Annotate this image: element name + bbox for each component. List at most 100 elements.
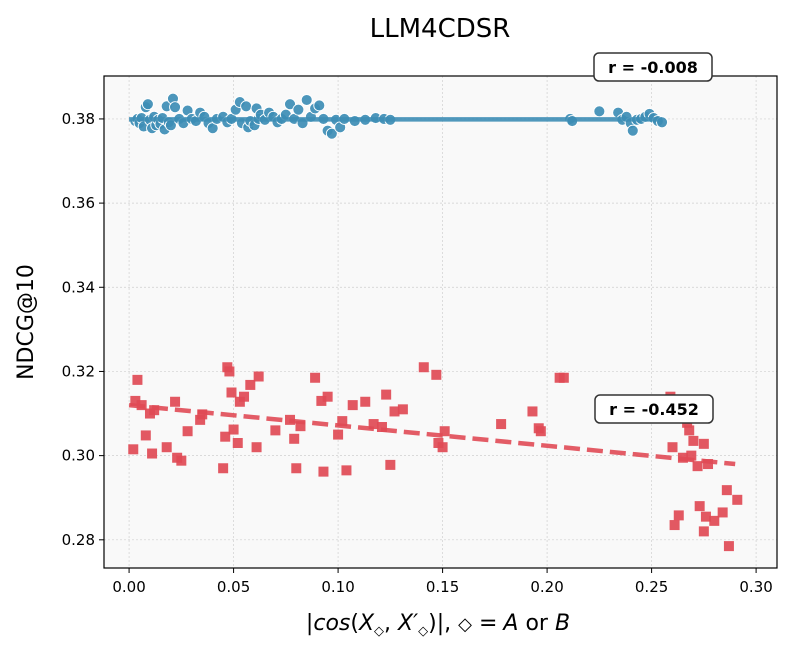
x-label-sub1: ◇ xyxy=(374,624,384,639)
x-label-eq: = xyxy=(472,611,497,636)
data-point-red xyxy=(182,426,193,437)
chart-title: LLM4CDSR xyxy=(370,14,511,44)
data-point-red xyxy=(527,406,538,417)
data-point-red xyxy=(376,422,387,433)
data-point-red xyxy=(316,395,327,406)
correlation-label-blue: r = -0.008 xyxy=(608,58,698,77)
data-point-blue xyxy=(313,99,326,112)
y-tick-label: 0.36 xyxy=(62,194,95,212)
x-label-func: cos xyxy=(313,611,350,636)
data-point-red xyxy=(673,510,684,521)
data-point-blue xyxy=(284,98,296,111)
data-point-blue xyxy=(593,105,606,118)
data-point-red xyxy=(228,424,239,435)
data-point-red xyxy=(686,450,697,461)
data-point-red xyxy=(333,429,344,440)
correlation-box-blue: r = -0.008 xyxy=(593,52,713,82)
y-tick-label: 0.34 xyxy=(62,278,95,296)
data-point-red xyxy=(381,389,392,400)
x-label-sub2: ◇ xyxy=(418,624,428,639)
data-point-red xyxy=(322,391,333,402)
series-layer xyxy=(128,92,743,552)
data-point-red xyxy=(535,426,546,437)
data-point-red xyxy=(698,438,709,449)
data-point-red xyxy=(496,419,507,430)
data-point-red xyxy=(360,396,371,407)
data-point-red xyxy=(431,369,442,380)
data-point-red xyxy=(337,416,348,427)
data-point-red xyxy=(397,404,408,415)
data-point-red xyxy=(176,455,187,466)
data-point-blue xyxy=(240,100,253,113)
data-point-red xyxy=(688,435,699,446)
y-tick-label: 0.32 xyxy=(62,362,95,380)
data-point-red xyxy=(368,419,379,430)
x-label-prefix: | xyxy=(306,611,313,636)
x-label-a: A xyxy=(501,611,518,636)
data-point-red xyxy=(128,444,139,455)
data-point-blue xyxy=(325,127,338,140)
data-point-red xyxy=(149,405,160,416)
x-label-diamond: ◇ xyxy=(458,614,472,635)
annotations: r = -0.008 r = -0.452 xyxy=(593,52,714,424)
x-label-comma: , xyxy=(384,611,398,636)
data-point-blue xyxy=(141,98,154,111)
data-point-red xyxy=(347,400,358,411)
x-label-b: B xyxy=(555,611,570,636)
data-point-red xyxy=(218,463,229,474)
data-point-red xyxy=(723,541,734,552)
data-point-red xyxy=(437,442,448,453)
data-point-red xyxy=(195,414,206,425)
x-label-close: )|, xyxy=(428,611,451,636)
y-tick-label: 0.28 xyxy=(62,531,95,549)
data-point-red xyxy=(669,520,680,531)
data-point-red xyxy=(232,438,243,449)
data-point-red xyxy=(253,371,264,382)
plot-frame xyxy=(103,75,778,569)
data-point-red xyxy=(161,442,172,453)
series-blue xyxy=(129,92,668,140)
data-point-red xyxy=(239,391,250,402)
x-tick-label: 0.00 xyxy=(112,578,145,596)
x-tick-label: 0.30 xyxy=(739,578,772,596)
series-red xyxy=(128,362,743,552)
x-tick-label: 0.15 xyxy=(426,578,459,596)
y-tick-label: 0.30 xyxy=(62,447,95,465)
x-tick-label: 0.10 xyxy=(321,578,354,596)
data-point-red xyxy=(224,366,235,377)
data-point-red xyxy=(251,442,262,453)
data-point-red xyxy=(667,442,678,453)
data-point-red xyxy=(295,421,306,432)
data-point-red xyxy=(558,372,569,383)
data-point-red xyxy=(721,485,732,496)
correlation-box-red: r = -0.452 xyxy=(594,394,714,424)
data-point-red xyxy=(245,379,256,390)
data-point-red xyxy=(147,448,158,459)
data-point-red xyxy=(341,465,352,476)
data-point-red xyxy=(389,406,400,417)
data-point-red xyxy=(418,362,429,373)
x-tick-label: 0.20 xyxy=(530,578,563,596)
data-point-red xyxy=(289,433,300,444)
correlation-box-frame xyxy=(594,394,714,424)
data-point-red xyxy=(310,372,321,383)
data-point-blue xyxy=(300,94,313,106)
data-point-red xyxy=(717,507,728,518)
x-label-open: ( xyxy=(350,611,359,636)
x-label-or: or xyxy=(518,611,555,636)
data-point-red xyxy=(439,426,450,437)
y-tick-label: 0.38 xyxy=(62,110,95,128)
data-point-red xyxy=(692,461,703,472)
x-tick-label: 0.25 xyxy=(635,578,668,596)
x-tick-label: 0.05 xyxy=(217,578,250,596)
correlation-box-frame xyxy=(593,52,713,82)
data-point-red xyxy=(709,515,720,526)
data-point-red xyxy=(140,430,151,441)
data-point-red xyxy=(684,425,695,436)
data-point-red xyxy=(220,431,231,442)
x-label-spacer xyxy=(451,611,458,636)
x-label-x2: X′ xyxy=(397,611,418,636)
data-point-red xyxy=(703,459,714,470)
